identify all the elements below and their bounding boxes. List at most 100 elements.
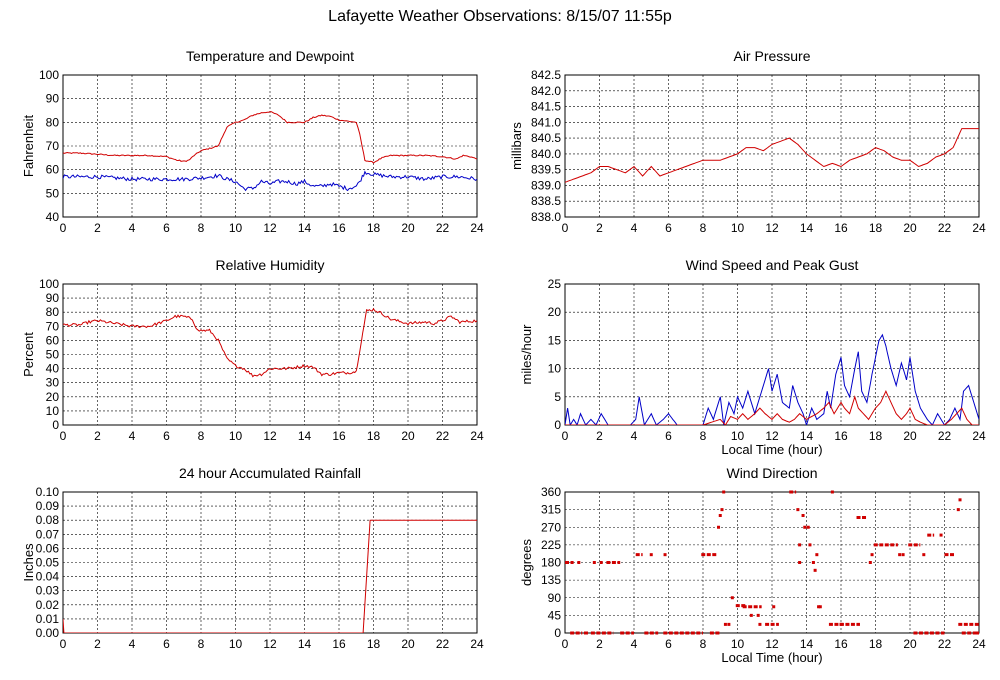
y-tick-label: 25 (548, 277, 562, 291)
direction-point (796, 508, 800, 512)
y-tick-label: 30 (46, 376, 60, 390)
direction-point (717, 525, 721, 529)
direction-point (815, 553, 819, 557)
x-tick-label: 8 (700, 429, 707, 443)
direction-point (772, 605, 776, 609)
x-tick-label: 10 (731, 429, 745, 443)
direction-point (723, 622, 727, 626)
x-tick-label: 8 (198, 429, 205, 443)
x-tick-label: 22 (436, 429, 450, 443)
direction-point (798, 561, 802, 564)
y-tick-label: 0.05 (36, 556, 60, 570)
y-tick-label: 5 (554, 390, 561, 404)
x-tick-label: 20 (401, 221, 415, 235)
x-tick-label: 6 (163, 637, 170, 651)
y-tick-label: 0.10 (36, 485, 60, 499)
y-tick-label: 0.04 (36, 570, 60, 584)
x-tick-label: 6 (163, 221, 170, 235)
direction-point (939, 533, 943, 537)
x-tick-label: 2 (596, 429, 603, 443)
direction-point (758, 622, 762, 626)
y-tick-label: 90 (548, 591, 562, 605)
chart-title: Air Pressure (733, 48, 810, 64)
y-axis-label: millibars (509, 122, 524, 170)
x-tick-label: 16 (834, 429, 848, 443)
direction-point (808, 543, 812, 547)
y-tick-label: 40 (46, 362, 60, 376)
x-tick-label: 0 (60, 429, 67, 443)
x-tick-label: 20 (903, 429, 917, 443)
x-tick-label: 20 (903, 637, 917, 651)
page-title: Lafayette Weather Observations: 8/15/07 … (328, 8, 672, 25)
x-tick-label: 24 (972, 221, 986, 235)
x-tick-label: 6 (665, 637, 672, 651)
x-tick-label: 18 (367, 429, 381, 443)
x-tick-label: 10 (731, 637, 745, 651)
y-tick-label: 0.00 (36, 626, 60, 640)
direction-point (898, 553, 902, 557)
y-tick-label: 20 (548, 305, 562, 319)
direction-point (798, 543, 802, 547)
y-tick-label: 0.03 (36, 584, 60, 598)
direction-point (720, 508, 724, 512)
x-tick-label: 2 (596, 637, 603, 651)
y-tick-label: 80 (46, 305, 60, 319)
x-tick-label: 14 (298, 221, 312, 235)
direction-point (577, 561, 581, 564)
x-tick-label: 16 (834, 221, 848, 235)
series-line (63, 111, 477, 164)
plot-frame (62, 283, 478, 426)
y-tick-label: 50 (46, 186, 60, 200)
direction-point (730, 596, 734, 600)
y-axis-label: miles/hour (519, 324, 534, 385)
x-tick-label: 22 (938, 221, 952, 235)
series-line (565, 128, 979, 183)
direction-point (749, 613, 753, 617)
x-tick-label: 6 (665, 429, 672, 443)
x-tick-label: 12 (765, 221, 779, 235)
x-tick-label: 18 (367, 637, 381, 651)
y-tick-label: 100 (39, 277, 59, 291)
direction-point (922, 553, 926, 557)
direction-point (870, 553, 874, 557)
x-tick-label: 22 (436, 221, 450, 235)
y-tick-label: 10 (46, 404, 60, 418)
x-tick-label: 14 (298, 429, 312, 443)
x-tick-label: 14 (800, 429, 814, 443)
y-tick-label: 50 (46, 348, 60, 362)
series-line (63, 170, 477, 192)
y-tick-label: 842.5 (531, 68, 561, 82)
x-tick-label: 8 (700, 637, 707, 651)
y-tick-label: 315 (541, 503, 561, 517)
x-tick-label: 12 (765, 637, 779, 651)
y-tick-label: 0 (52, 418, 59, 432)
y-tick-label: 841.5 (531, 100, 561, 114)
y-tick-label: 90 (46, 92, 60, 106)
direction-point (956, 508, 960, 512)
y-axis-label: Percent (21, 332, 36, 377)
x-tick-label: 12 (263, 637, 277, 651)
y-tick-label: 70 (46, 319, 60, 333)
x-tick-label: 24 (470, 221, 484, 235)
x-tick-label: 4 (129, 221, 136, 235)
y-tick-label: 225 (541, 538, 561, 552)
x-tick-label: 0 (60, 221, 67, 235)
y-axis-label: Fahrenheit (21, 115, 36, 178)
x-tick-label: 0 (562, 429, 569, 443)
y-tick-label: 360 (541, 485, 561, 499)
direction-point (818, 605, 822, 609)
x-tick-label: 24 (470, 429, 484, 443)
x-tick-label: 4 (631, 221, 638, 235)
x-tick-label: 12 (765, 429, 779, 443)
direction-point (756, 613, 760, 617)
chart-title: Relative Humidity (216, 257, 325, 273)
y-tick-label: 0 (554, 626, 561, 640)
y-tick-label: 840.5 (531, 131, 561, 145)
x-tick-label: 4 (129, 429, 136, 443)
direction-point (813, 568, 817, 572)
x-tick-label: 2 (94, 429, 101, 443)
x-tick-label: 16 (332, 221, 346, 235)
y-tick-label: 842.0 (531, 84, 561, 98)
